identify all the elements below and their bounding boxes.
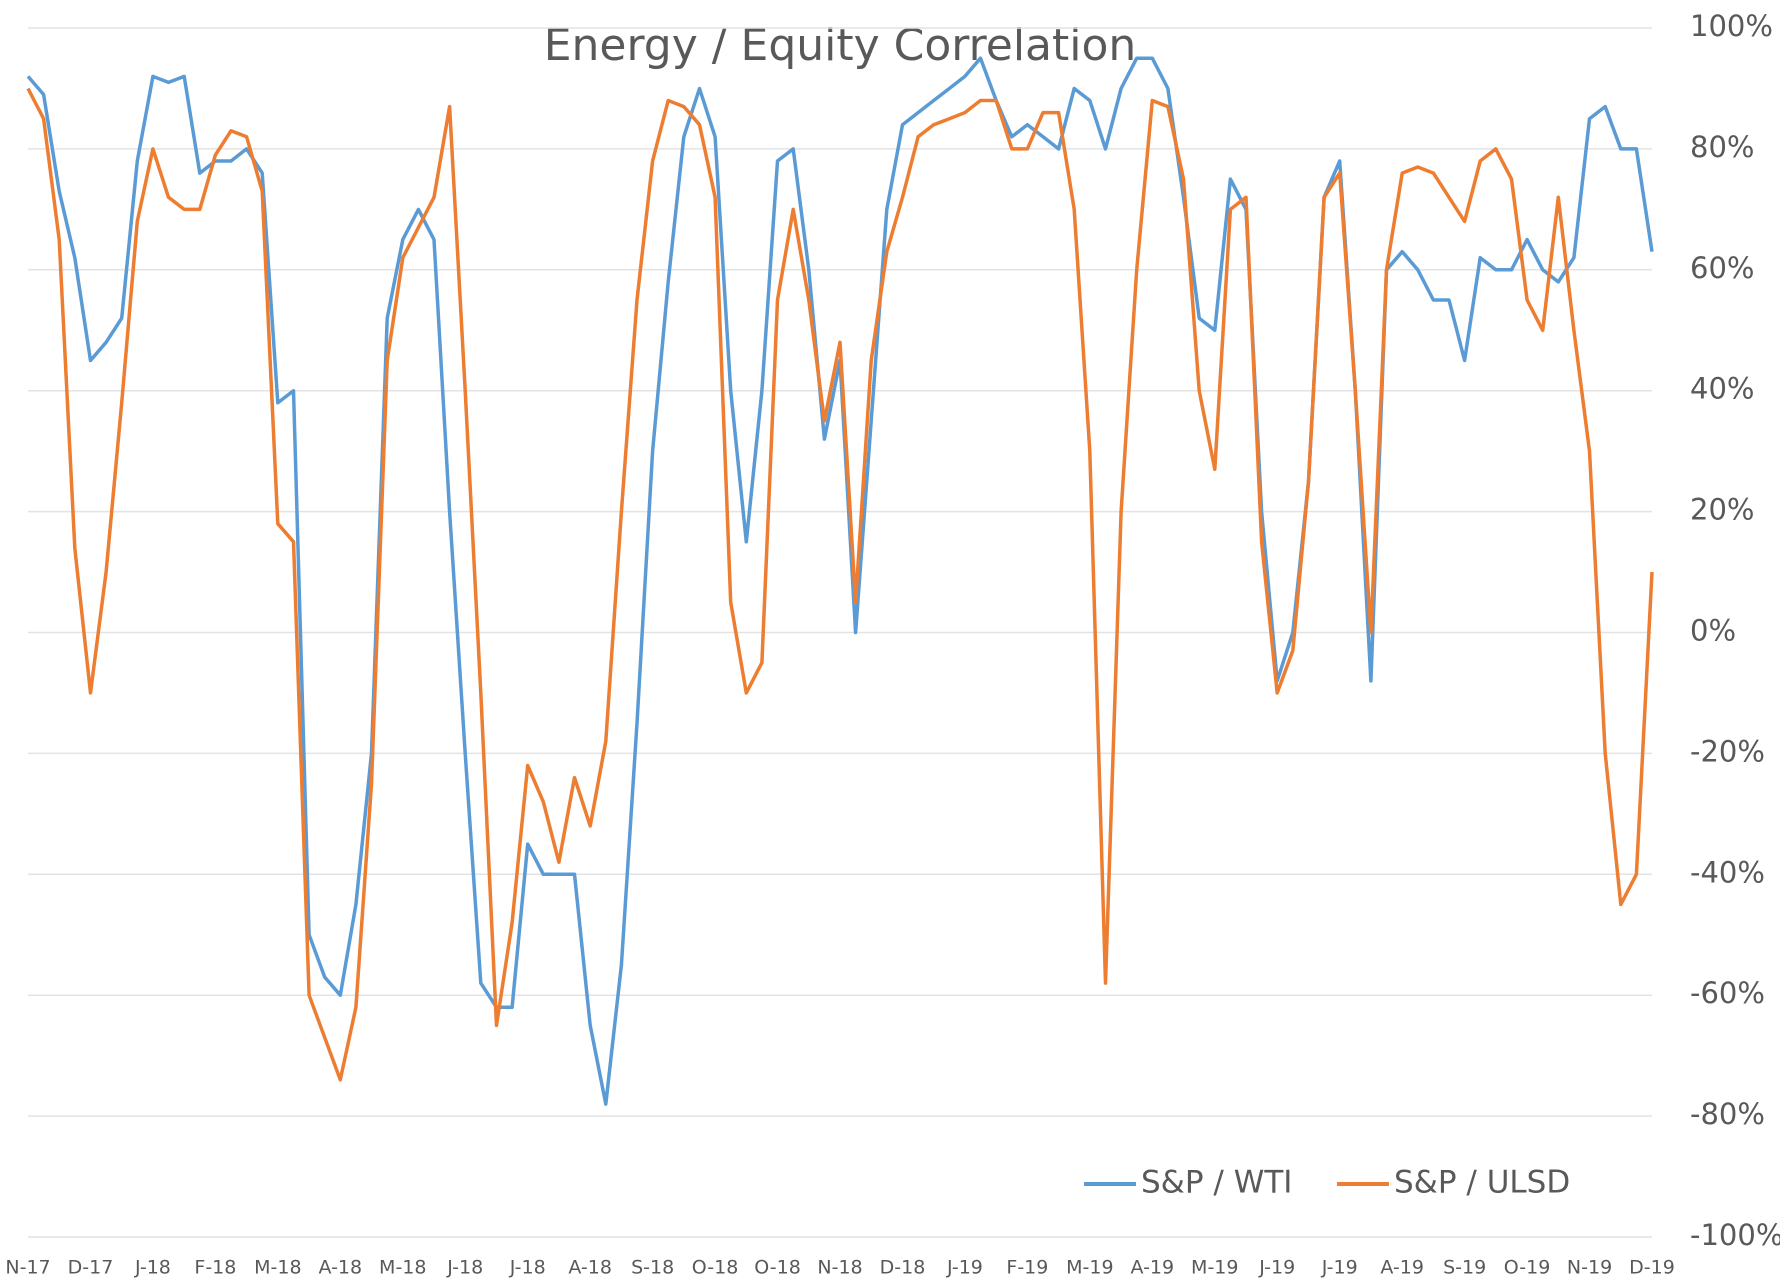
x-tick-label: N-18 — [817, 1257, 862, 1279]
line-series — [26, 56, 1654, 1106]
line-series — [26, 87, 1654, 1082]
x-tick-label: O-18 — [692, 1257, 739, 1279]
x-tick-label: A-19 — [1380, 1257, 1424, 1279]
x-tick-label: M-19 — [1191, 1257, 1238, 1279]
x-tick-label: D-19 — [1629, 1257, 1675, 1279]
x-tick-label: N-19 — [1567, 1257, 1612, 1279]
y-tick-label: 20% — [1690, 493, 1754, 527]
y-tick-label: 0% — [1690, 614, 1736, 648]
x-tick-label: O-19 — [1504, 1257, 1551, 1279]
x-tick-label: S-18 — [631, 1257, 674, 1279]
y-tick-label: -40% — [1690, 855, 1765, 889]
x-tick-label: A-19 — [1130, 1257, 1174, 1279]
x-tick-label: J-18 — [509, 1257, 546, 1279]
y-tick-label: -60% — [1690, 976, 1765, 1010]
x-tick-label: F-19 — [1006, 1257, 1048, 1279]
x-tick-label: M-18 — [254, 1257, 301, 1279]
x-tick-label: J-18 — [134, 1257, 171, 1279]
y-tick-label: 80% — [1690, 130, 1754, 164]
y-tick-label: 40% — [1690, 372, 1754, 406]
x-tick-label: D-18 — [880, 1257, 926, 1279]
y-tick-label: -80% — [1690, 1097, 1765, 1131]
x-tick-label: N-17 — [5, 1257, 50, 1279]
x-tick-label: A-18 — [568, 1257, 612, 1279]
y-tick-label: 100% — [1690, 9, 1773, 43]
x-tick-label: J-19 — [1258, 1257, 1295, 1279]
x-tick-label: M-19 — [1066, 1257, 1113, 1279]
y-tick-label: 60% — [1690, 251, 1754, 285]
legend-label: S&P / WTI — [1141, 1165, 1292, 1201]
x-tick-label: M-18 — [379, 1257, 426, 1279]
x-tick-label: D-17 — [68, 1257, 114, 1279]
x-tick-label: S-19 — [1443, 1257, 1486, 1279]
x-tick-label: J-19 — [946, 1257, 983, 1279]
y-tick-label: -100% — [1690, 1218, 1780, 1252]
x-tick-label: J-18 — [446, 1257, 483, 1279]
y-tick-label: -20% — [1690, 734, 1765, 768]
legend-label: S&P / ULSD — [1394, 1165, 1570, 1201]
x-tick-label: O-18 — [754, 1257, 801, 1279]
x-tick-label: A-18 — [318, 1257, 362, 1279]
x-tick-label: F-18 — [194, 1257, 236, 1279]
x-tick-label: J-19 — [1321, 1257, 1358, 1279]
